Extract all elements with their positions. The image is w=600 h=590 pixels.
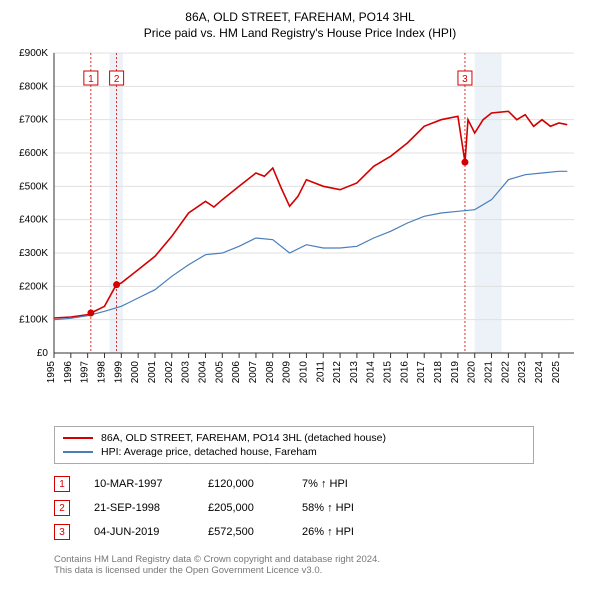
y-tick-label: £800K: [19, 81, 48, 92]
y-tick-label: £500K: [19, 181, 48, 192]
y-tick-label: £300K: [19, 248, 48, 259]
footer-line: Contains HM Land Registry data © Crown c…: [54, 554, 534, 565]
x-tick-label: 2016: [399, 361, 410, 384]
legend: 86A, OLD STREET, FAREHAM, PO14 3HL (deta…: [54, 426, 534, 464]
x-tick-label: 1995: [46, 361, 57, 384]
y-tick-label: £100K: [19, 315, 48, 326]
x-tick-label: 2013: [349, 361, 360, 384]
event-dot: [461, 159, 468, 166]
event-row: 2 21-SEP-1998 £205,000 58% ↑ HPI: [54, 496, 534, 520]
event-date: 10-MAR-1997: [94, 478, 184, 490]
x-tick-label: 2017: [416, 361, 427, 384]
line-chart: £0 £100K £200K £300K £400K £500K £600K £700K £80…: [8, 48, 592, 418]
x-tick-label: 2001: [147, 361, 158, 384]
event-number-badge: 2: [54, 500, 70, 516]
legend-label: 86A, OLD STREET, FAREHAM, PO14 3HL (deta…: [101, 432, 386, 444]
event-delta: 26% ↑ HPI: [302, 526, 402, 538]
event-callout-num: 1: [88, 74, 94, 85]
x-tick-label: 2009: [282, 361, 293, 384]
event-delta: 7% ↑ HPI: [302, 478, 402, 490]
event-list: 1 10-MAR-1997 £120,000 7% ↑ HPI 2 21-SEP-1998…: [54, 472, 534, 544]
legend-row: HPI: Average price, detached house, Fare…: [63, 445, 525, 459]
y-tick-label: £400K: [19, 215, 48, 226]
legend-swatch: [63, 437, 93, 439]
x-tick-label: 1997: [80, 361, 91, 384]
x-tick-label: 1998: [96, 361, 107, 384]
y-tick-label: £200K: [19, 281, 48, 292]
x-tick-label: 2002: [164, 361, 175, 384]
event-row: 3 04-JUN-2019 £572,500 26% ↑ HPI: [54, 520, 534, 544]
event-dot: [113, 281, 120, 288]
event-callout-num: 3: [462, 74, 468, 85]
x-tick-label: 2021: [484, 361, 495, 384]
event-delta: 58% ↑ HPI: [302, 502, 402, 514]
x-tick-label: 2005: [214, 361, 225, 384]
event-price: £120,000: [208, 478, 278, 490]
x-tick-label: 2003: [181, 361, 192, 384]
y-tick-label: £700K: [19, 115, 48, 126]
event-price: £205,000: [208, 502, 278, 514]
x-tick-label: 2022: [500, 361, 511, 384]
x-tick-label: 2011: [315, 361, 326, 383]
event-price: £572,500: [208, 526, 278, 538]
event-number-badge: 3: [54, 524, 70, 540]
legend-swatch: [63, 451, 93, 453]
x-tick-label: 2007: [248, 361, 259, 384]
event-row: 1 10-MAR-1997 £120,000 7% ↑ HPI: [54, 472, 534, 496]
chart-container: £0 £100K £200K £300K £400K £500K £600K £700K £80…: [8, 48, 592, 418]
x-tick-label: 2014: [366, 361, 377, 384]
event-dot: [87, 310, 94, 317]
page-title: 86A, OLD STREET, FAREHAM, PO14 3HL: [8, 10, 592, 24]
legend-row: 86A, OLD STREET, FAREHAM, PO14 3HL (deta…: [63, 431, 525, 445]
shaded-band: [475, 53, 502, 353]
event-number-badge: 1: [54, 476, 70, 492]
x-tick-label: 2019: [450, 361, 461, 384]
page-subtitle: Price paid vs. HM Land Registry's House …: [8, 26, 592, 40]
event-date: 21-SEP-1998: [94, 502, 184, 514]
x-tick-label: 2004: [197, 361, 208, 384]
x-tick-label: 2024: [534, 361, 545, 384]
x-tick-label: 2020: [467, 361, 478, 384]
y-tick-label: £600K: [19, 148, 48, 159]
y-tick-label: £0: [37, 348, 49, 359]
footer-attribution: Contains HM Land Registry data © Crown c…: [54, 554, 534, 576]
footer-line: This data is licensed under the Open Gov…: [54, 565, 534, 576]
x-tick-label: 2015: [383, 361, 394, 384]
x-tick-label: 2023: [517, 361, 528, 384]
event-date: 04-JUN-2019: [94, 526, 184, 538]
x-tick-label: 2018: [433, 361, 444, 384]
legend-label: HPI: Average price, detached house, Fare…: [101, 446, 317, 458]
y-tick-label: £900K: [19, 48, 48, 59]
x-tick-label: 2006: [231, 361, 242, 384]
x-tick-label: 2025: [551, 361, 562, 384]
x-tick-label: 1999: [113, 361, 124, 384]
event-callout-num: 2: [114, 74, 120, 85]
x-tick-label: 2008: [265, 361, 276, 384]
x-tick-label: 2000: [130, 361, 141, 384]
x-tick-label: 2012: [332, 361, 343, 384]
x-tick-label: 1996: [63, 361, 74, 384]
x-tick-label: 2010: [298, 361, 309, 384]
